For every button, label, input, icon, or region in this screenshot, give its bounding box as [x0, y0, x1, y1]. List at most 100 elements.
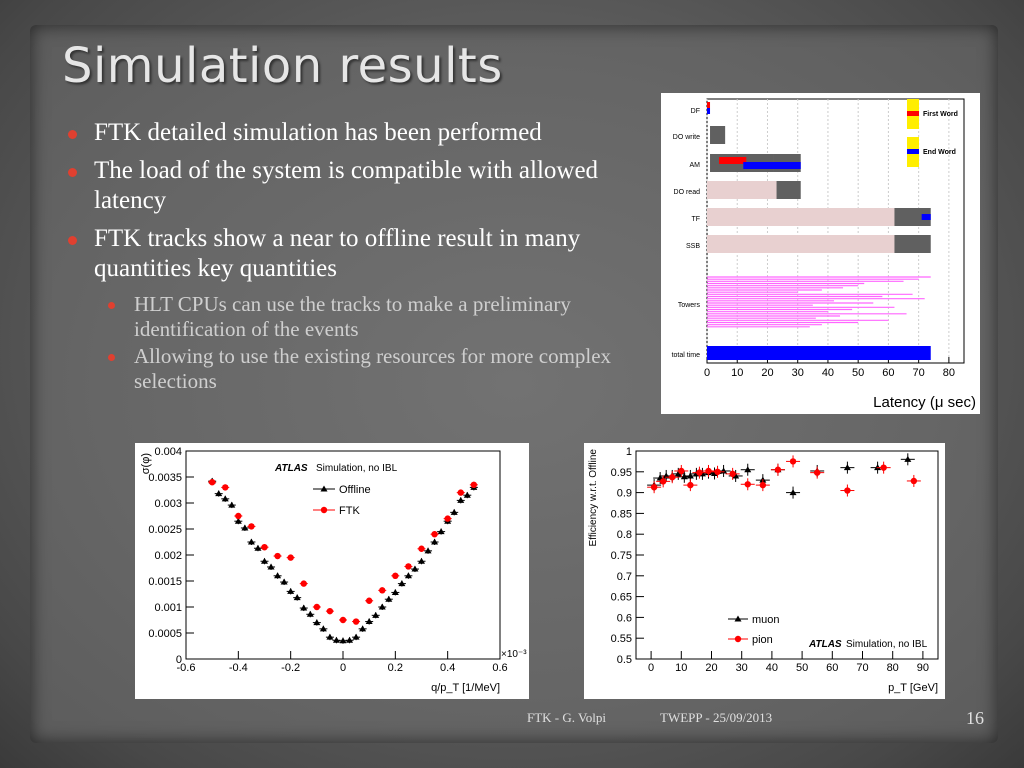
- timeline-span: [894, 208, 931, 226]
- data-point-offline: [378, 603, 386, 610]
- sub-bullet-2: Allowing to use the existing resources f…: [108, 344, 628, 394]
- plot-frame: [185, 450, 501, 660]
- data-point-pion: [880, 464, 887, 471]
- y-tick-label: 0.5: [617, 654, 632, 666]
- y-tick-label: 0: [176, 654, 182, 666]
- y-tick-label: 0.0015: [148, 576, 182, 588]
- data-point-ftk: [405, 563, 412, 570]
- data-point-ftk: [248, 523, 255, 530]
- chart-title-atlas: ATLAS: [808, 639, 842, 650]
- data-point-offline: [254, 544, 262, 551]
- data-point-muon: [674, 470, 682, 477]
- data-point-ftk: [470, 481, 478, 488]
- data-point-muon: [732, 472, 740, 479]
- y-tick-label: 0.0025: [148, 524, 182, 536]
- data-point-pion: [759, 481, 767, 489]
- data-point-offline: [274, 572, 282, 579]
- y-axis-label: Efficiency w.r.t. Offline: [588, 449, 599, 547]
- data-point-ftk: [300, 580, 307, 587]
- data-point-ftk: [431, 531, 438, 538]
- data-point-offline: [365, 618, 373, 625]
- x-axis-label: p_T [GeV]: [888, 682, 938, 694]
- data-point-muon: [904, 455, 912, 462]
- data-point-offline: [391, 588, 399, 595]
- x-tick-label: 60: [826, 662, 838, 674]
- data-point-offline: [267, 563, 275, 570]
- data-point-ftk: [457, 489, 464, 496]
- bullet-1: FTK detailed simulation has been perform…: [68, 118, 628, 148]
- data-point-pion: [844, 487, 851, 494]
- timeline-span: [707, 208, 895, 226]
- data-point-ftk: [274, 552, 281, 560]
- timeline-span: [707, 181, 777, 199]
- row-label: AM: [690, 162, 701, 169]
- x-tick-label: 10: [675, 662, 687, 674]
- x-tick-label: -0.6: [177, 662, 196, 674]
- page-number: 16: [966, 708, 984, 728]
- x-tick-label: 0: [340, 662, 346, 674]
- data-point-offline: [385, 595, 393, 602]
- bullet-list: FTK detailed simulation has been perform…: [68, 118, 628, 396]
- legend-marker: [734, 635, 742, 643]
- x-tick-label: 10: [731, 367, 743, 379]
- data-point-offline: [293, 594, 301, 601]
- data-point-ftk: [339, 616, 347, 624]
- data-point-ftk: [418, 545, 425, 552]
- data-point-ftk: [222, 484, 229, 491]
- legend-label: Offline: [339, 484, 371, 496]
- data-point-pion: [774, 466, 782, 473]
- data-point-pion: [744, 481, 751, 488]
- row-label: DO read: [674, 189, 701, 196]
- data-point-ftk: [313, 603, 321, 611]
- data-point-pion: [705, 467, 712, 475]
- timeline-span: [707, 235, 895, 253]
- data-point-ftk: [379, 587, 386, 594]
- row-label: total time: [672, 352, 701, 359]
- data-point-offline: [313, 619, 321, 626]
- x-tick-label: 0.6: [492, 662, 507, 674]
- data-point-pion: [814, 469, 821, 476]
- y-tick-label: 0.7: [617, 571, 632, 583]
- timeline-span: [894, 235, 931, 253]
- data-point-offline: [326, 633, 334, 640]
- y-tick-label: 0.004: [154, 446, 182, 458]
- x-tick-label: 20: [761, 367, 773, 379]
- timeline-span: [707, 108, 711, 114]
- x-tick-label: 20: [705, 662, 717, 674]
- row-label: TF: [691, 216, 700, 223]
- data-point-ftk: [326, 607, 334, 615]
- x-tick-label: 70: [913, 367, 925, 379]
- data-point-offline: [319, 625, 327, 632]
- row-label: DF: [691, 108, 700, 115]
- legend-label: FTK: [339, 505, 360, 517]
- data-point-offline: [234, 517, 242, 524]
- phi-resolution-chart-svg: -0.6 -0.4 -0.2 0 0.2 0.4 0.6 0 0.0005 0.001 0.0015…: [140, 446, 527, 694]
- data-point-offline: [372, 611, 380, 618]
- x-tick-label: 50: [852, 367, 864, 379]
- x-axis-label: q/p_T [1/MeV]: [431, 682, 500, 694]
- x-scale-note: ×10⁻³: [501, 649, 527, 660]
- y-tick-label: 1: [626, 446, 632, 458]
- plot-frame: [635, 450, 939, 660]
- row-label: SSB: [686, 243, 700, 250]
- latency-chart-svg: 0 10 20 30 40 50 60 70 80 DF DO write AM DO read TF SS…: [672, 98, 976, 411]
- x-tick-label: -0.2: [281, 662, 300, 674]
- timeline-span: [921, 214, 931, 220]
- legend-label: muon: [752, 614, 780, 626]
- y-tick-label: 0.8: [617, 529, 632, 541]
- x-axis-label: Latency (μ sec): [873, 394, 976, 411]
- y-tick-label: 0.75: [611, 550, 632, 562]
- data-point-pion: [910, 477, 918, 485]
- data-point-ftk: [235, 512, 242, 520]
- x-tick-label: 80: [887, 662, 899, 674]
- data-point-offline: [306, 610, 314, 617]
- y-tick-label: 0.001: [154, 602, 182, 614]
- data-point-offline: [450, 508, 458, 515]
- x-tick-label: 50: [796, 662, 808, 674]
- data-point-ftk: [208, 479, 216, 486]
- data-point-offline: [261, 557, 268, 564]
- data-point-offline: [352, 633, 360, 640]
- y-tick-label: 0.65: [611, 592, 632, 604]
- y-tick-label: 0.9: [617, 488, 632, 500]
- plot-frame: [706, 98, 965, 364]
